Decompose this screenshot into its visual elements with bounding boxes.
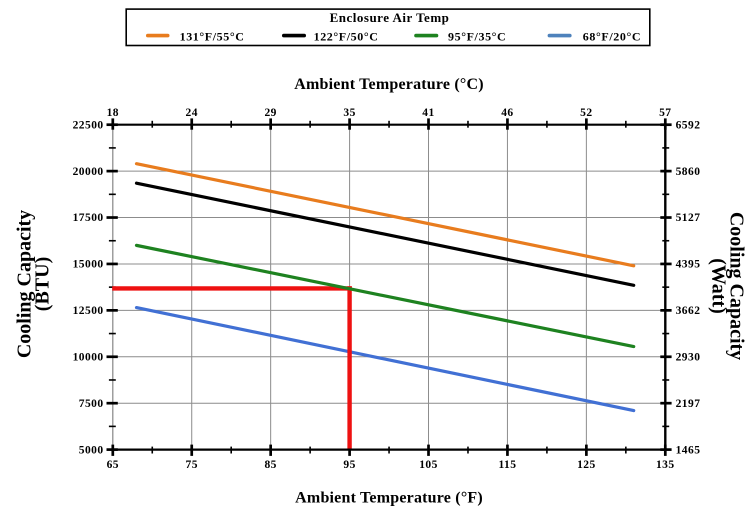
svg-text:Ambient Temperature (°C): Ambient Temperature (°C) xyxy=(294,76,484,93)
svg-text:29: 29 xyxy=(264,107,276,119)
svg-text:41: 41 xyxy=(422,107,434,119)
svg-text:131°F/55°C: 131°F/55°C xyxy=(180,30,245,44)
svg-text:57: 57 xyxy=(659,107,671,119)
svg-text:135: 135 xyxy=(656,459,675,471)
svg-text:46: 46 xyxy=(501,107,513,119)
svg-text:15000: 15000 xyxy=(73,259,104,271)
svg-text:Cooling Capacity: Cooling Capacity xyxy=(14,210,36,358)
svg-text:75: 75 xyxy=(186,459,198,471)
svg-text:5127: 5127 xyxy=(676,212,701,224)
svg-text:125: 125 xyxy=(577,459,596,471)
svg-text:5860: 5860 xyxy=(676,166,701,178)
svg-text:4395: 4395 xyxy=(676,259,701,271)
svg-text:Ambient Temperature (°F): Ambient Temperature (°F) xyxy=(295,489,483,506)
svg-text:2197: 2197 xyxy=(676,398,701,410)
svg-text:105: 105 xyxy=(419,459,438,471)
svg-text:22500: 22500 xyxy=(73,119,104,131)
svg-text:7500: 7500 xyxy=(79,398,104,410)
svg-text:(Watt): (Watt) xyxy=(708,258,730,314)
svg-text:95°F/35°C: 95°F/35°C xyxy=(448,30,506,44)
svg-text:10000: 10000 xyxy=(73,351,104,363)
svg-text:65: 65 xyxy=(107,459,119,471)
svg-text:1465: 1465 xyxy=(676,444,701,456)
svg-text:18: 18 xyxy=(107,107,119,119)
svg-text:52: 52 xyxy=(580,107,592,119)
svg-text:2930: 2930 xyxy=(676,351,701,363)
svg-text:(BTU): (BTU) xyxy=(32,257,54,311)
svg-text:122°F/50°C: 122°F/50°C xyxy=(314,30,379,44)
svg-text:6592: 6592 xyxy=(676,119,701,131)
svg-text:12500: 12500 xyxy=(73,305,104,317)
svg-text:20000: 20000 xyxy=(73,166,104,178)
svg-text:115: 115 xyxy=(498,459,516,471)
svg-text:68°F/20°C: 68°F/20°C xyxy=(583,30,641,44)
svg-text:85: 85 xyxy=(264,459,276,471)
svg-text:95: 95 xyxy=(343,459,355,471)
svg-text:17500: 17500 xyxy=(73,212,104,224)
svg-text:35: 35 xyxy=(343,107,355,119)
svg-text:Cooling Capacity: Cooling Capacity xyxy=(726,212,748,360)
svg-text:24: 24 xyxy=(186,107,198,119)
svg-text:5000: 5000 xyxy=(79,444,104,456)
svg-text:Enclosure Air Temp: Enclosure Air Temp xyxy=(330,10,450,25)
svg-text:3662: 3662 xyxy=(676,305,701,317)
